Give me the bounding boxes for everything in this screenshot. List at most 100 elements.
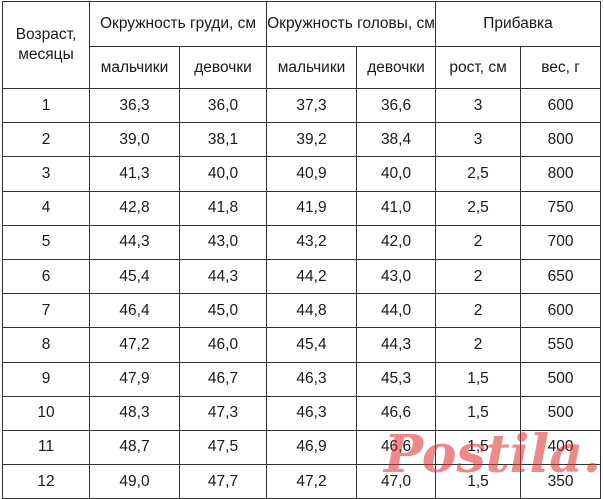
cell-weight-gain: 500 xyxy=(520,361,602,397)
cell-chest-boys: 39,0 xyxy=(89,122,180,158)
weight-gain-header: вес, г xyxy=(520,46,602,89)
cell-head-boys: 46,3 xyxy=(266,395,358,431)
cell-height-gain: 3 xyxy=(435,87,522,124)
cell-chest-girls: 43,0 xyxy=(178,224,268,260)
cell-chest-girls: 40,0 xyxy=(178,156,268,192)
cell-head-boys: 37,3 xyxy=(266,87,358,124)
cell-chest-boys: 45,4 xyxy=(89,258,180,295)
cell-head-boys: 45,4 xyxy=(266,327,358,363)
table-row: 10 48,3 47,3 46,3 46,6 1,5 500 xyxy=(2,395,602,431)
cell-head-boys: 44,8 xyxy=(266,293,358,329)
cell-head-boys: 44,2 xyxy=(266,258,358,295)
cell-height-gain: 2 xyxy=(435,258,522,295)
cell-weight-gain: 650 xyxy=(520,258,602,295)
cell-chest-boys: 41,3 xyxy=(89,156,180,192)
header-row-sub: мальчики девочки мальчики девочки рост, … xyxy=(3,46,602,89)
age-header: Возраст, месяцы xyxy=(2,1,90,89)
cell-age: 3 xyxy=(2,156,90,192)
height-gain-header: рост, см xyxy=(435,46,522,89)
cell-head-boys: 46,3 xyxy=(266,361,358,397)
cell-weight-gain: 800 xyxy=(520,122,602,158)
table-row: 4 42,8 41,8 41,9 41,0 2,5 750 xyxy=(2,190,602,226)
cell-head-girls: 38,4 xyxy=(356,122,437,158)
cell-chest-girls: 45,0 xyxy=(178,293,268,329)
table-row: 6 45,4 44,3 44,2 43,0 2 650 xyxy=(2,258,602,295)
chest-boys-header: мальчики xyxy=(89,46,180,89)
table-row: 7 46,4 45,0 44,8 44,0 2 600 xyxy=(2,293,602,329)
table-row: 11 48,7 47,5 46,9 46,6 1,5 400 xyxy=(2,429,602,466)
table-row: 9 47,9 46,7 46,3 45,3 1,5 500 xyxy=(2,361,602,397)
cell-head-boys: 40,9 xyxy=(266,156,358,192)
chest-girls-header: девочки xyxy=(178,46,268,89)
table-row: 3 41,3 40,0 40,9 40,0 2,5 800 xyxy=(2,156,602,192)
cell-chest-girls: 46,7 xyxy=(178,361,268,397)
head-boys-header: мальчики xyxy=(266,46,358,89)
cell-age: 4 xyxy=(2,190,90,226)
cell-head-girls: 47,0 xyxy=(356,464,437,499)
cell-weight-gain: 350 xyxy=(520,464,602,499)
cell-head-boys: 43,2 xyxy=(266,224,358,260)
cell-chest-boys: 49,0 xyxy=(89,464,180,499)
cell-chest-boys: 47,2 xyxy=(89,327,180,363)
cell-height-gain: 2 xyxy=(435,224,522,260)
cell-head-girls: 42,0 xyxy=(356,224,437,260)
cell-head-girls: 43,0 xyxy=(356,258,437,295)
table-row: 2 39,0 38,1 39,2 38,4 3 800 xyxy=(2,122,602,158)
cell-chest-girls: 44,3 xyxy=(178,258,268,295)
cell-chest-girls: 47,3 xyxy=(178,395,268,431)
cell-head-boys: 47,2 xyxy=(266,464,358,499)
cell-chest-girls: 41,8 xyxy=(178,190,268,226)
cell-weight-gain: 400 xyxy=(520,429,602,466)
cell-age: 8 xyxy=(2,327,90,363)
cell-weight-gain: 800 xyxy=(520,156,602,192)
cell-height-gain: 1,5 xyxy=(435,429,522,466)
cell-height-gain: 3 xyxy=(435,122,522,158)
cell-weight-gain: 750 xyxy=(520,190,602,226)
cell-chest-boys: 48,3 xyxy=(89,395,180,431)
cell-chest-girls: 36,0 xyxy=(178,87,268,124)
cell-chest-girls: 47,5 xyxy=(178,429,268,466)
cell-chest-boys: 42,8 xyxy=(89,190,180,226)
cell-height-gain: 2,5 xyxy=(435,190,522,226)
cell-height-gain: 1,5 xyxy=(435,361,522,397)
cell-age: 6 xyxy=(2,258,90,295)
cell-height-gain: 2 xyxy=(435,327,522,363)
cell-age: 12 xyxy=(2,464,90,499)
cell-head-girls: 41,0 xyxy=(356,190,437,226)
cell-height-gain: 1,5 xyxy=(435,395,522,431)
cell-chest-girls: 47,7 xyxy=(178,464,268,499)
cell-age: 10 xyxy=(2,395,90,431)
table-row: 8 47,2 46,0 45,4 44,3 2 550 xyxy=(2,327,602,363)
cell-chest-boys: 46,4 xyxy=(89,293,180,329)
table-row: 12 49,0 47,7 47,2 47,0 1,5 350 xyxy=(2,464,602,499)
cell-age: 2 xyxy=(2,122,90,158)
table-row: 5 44,3 43,0 43,2 42,0 2 700 xyxy=(2,224,602,260)
cell-weight-gain: 700 xyxy=(520,224,602,260)
cell-age: 11 xyxy=(2,429,90,466)
cell-head-boys: 46,9 xyxy=(266,429,358,466)
cell-weight-gain: 600 xyxy=(520,87,602,124)
cell-chest-girls: 46,0 xyxy=(178,327,268,363)
cell-head-girls: 36,6 xyxy=(356,87,437,124)
cell-chest-boys: 47,9 xyxy=(89,361,180,397)
cell-head-boys: 39,2 xyxy=(266,122,358,158)
cell-height-gain: 2,5 xyxy=(435,156,522,192)
cell-age: 9 xyxy=(2,361,90,397)
cell-height-gain: 1,5 xyxy=(435,464,522,499)
cell-age: 1 xyxy=(2,87,90,124)
cell-head-girls: 45,3 xyxy=(356,361,437,397)
cell-chest-girls: 38,1 xyxy=(178,122,268,158)
cell-head-girls: 46,6 xyxy=(356,429,437,466)
chest-header: Окружность груди, см xyxy=(88,1,268,47)
head-girls-header: девочки xyxy=(356,46,437,89)
cell-weight-gain: 550 xyxy=(520,327,602,363)
cell-head-boys: 41,9 xyxy=(266,190,358,226)
cell-weight-gain: 500 xyxy=(520,395,602,431)
cell-head-girls: 46,6 xyxy=(356,395,437,431)
cell-chest-boys: 44,3 xyxy=(89,224,180,260)
gain-header: Прибавка xyxy=(435,1,602,47)
cell-head-girls: 44,0 xyxy=(356,293,437,329)
header-row-top: Возраст, месяцы Окружность груди, см Окр… xyxy=(2,1,602,89)
cell-age: 7 xyxy=(2,293,90,329)
